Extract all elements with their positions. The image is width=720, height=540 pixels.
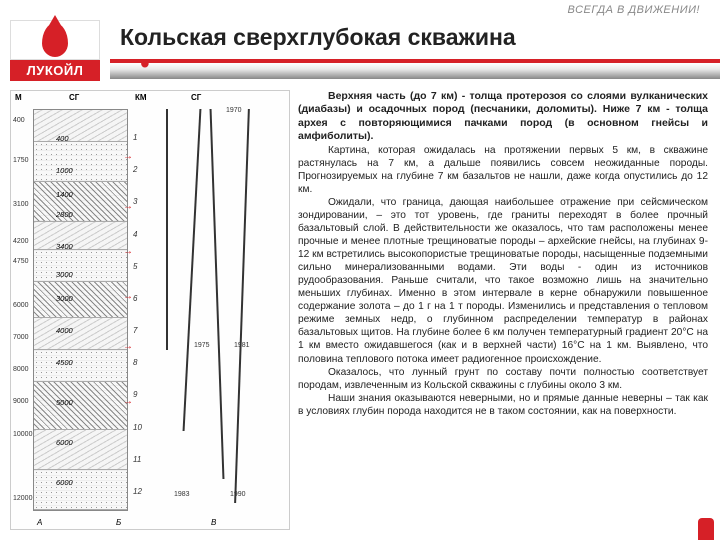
- sublabel: 3400: [56, 242, 73, 251]
- well-traces: 1970 1975 1981 1983 1990: [156, 109, 271, 511]
- year-label: 1970: [226, 107, 242, 114]
- km-label: 2: [133, 165, 137, 174]
- paragraph: Оказалось, что лунный грунт по составу п…: [298, 366, 708, 392]
- year-label: 1975: [194, 342, 210, 349]
- well-line: [166, 109, 168, 350]
- km-label: 3: [133, 197, 137, 206]
- logo-icon-area: [10, 20, 100, 60]
- logo-text: ЛУКОЙЛ: [10, 60, 100, 81]
- layer: [34, 430, 127, 470]
- year-label: 1983: [174, 491, 190, 498]
- sublabel: 3000: [56, 294, 73, 303]
- km-label: 5: [133, 262, 137, 271]
- depth-label: 10000: [13, 431, 32, 438]
- paragraph: Ожидали, что граница, дающая наибольшее …: [298, 196, 708, 366]
- depth-label: 6000: [13, 302, 29, 309]
- sublabel: 6000: [56, 478, 73, 487]
- sublabel: 5000: [56, 398, 73, 407]
- sublabel: 2800: [56, 210, 73, 219]
- layer: [34, 250, 127, 282]
- logo-block: ЛУКОЙЛ: [10, 20, 100, 81]
- content-area: М СГ КМ СГ 400 1750 3100 4200 4750 6000 …: [10, 90, 708, 532]
- depth-label: 4750: [13, 258, 29, 265]
- sublabel: 1000: [56, 166, 73, 175]
- km-label: 10: [133, 423, 142, 432]
- title-bar: Кольская сверхглубокая скважина: [110, 20, 720, 79]
- arrow-icon: →: [123, 201, 133, 212]
- paragraph: Картина, которая ожидалась на протяжении…: [298, 144, 708, 196]
- oil-drop-icon: [42, 23, 68, 57]
- year-label: 1981: [234, 342, 250, 349]
- km-label: 1: [133, 133, 137, 142]
- arrow-icon: →: [123, 291, 133, 302]
- col-header-sg2: СГ: [191, 93, 201, 102]
- sublabel: 4000: [56, 326, 73, 335]
- text-content: Верхняя часть (до 7 км) - толща протероз…: [298, 90, 708, 532]
- km-label: 7: [133, 326, 137, 335]
- depth-label: 9000: [13, 398, 29, 405]
- sublabel: 3000: [56, 270, 73, 279]
- layer: [34, 318, 127, 350]
- header: ЛУКОЙЛ Кольская сверхглубокая скважина: [0, 20, 720, 80]
- col-header-m: М: [15, 93, 22, 102]
- well-line: [210, 109, 224, 479]
- layer: [34, 182, 127, 222]
- sublabel: 1400: [56, 190, 73, 199]
- depth-label: 7000: [13, 334, 29, 341]
- depth-label: 12000: [13, 495, 32, 502]
- col-header-km: КМ: [135, 93, 147, 102]
- depth-scale-m: 400 1750 3100 4200 4750 6000 7000 8000 9…: [13, 109, 31, 511]
- km-label: 8: [133, 358, 137, 367]
- layer: [34, 350, 127, 382]
- arrow-icon: →: [123, 246, 133, 257]
- arrow-icon: →: [123, 396, 133, 407]
- gradient-bar: [110, 59, 720, 79]
- well-line: [234, 109, 249, 503]
- sublabel: 6000: [56, 438, 73, 447]
- lead-paragraph: Верхняя часть (до 7 км) - толща протероз…: [298, 90, 708, 144]
- sublabel: 4500: [56, 358, 73, 367]
- paragraph: Наши знания оказываются неверными, но и …: [298, 392, 708, 418]
- layer: [34, 282, 127, 318]
- col-header-sg1: СГ: [69, 93, 79, 102]
- depth-label: 8000: [13, 366, 29, 373]
- well-line: [183, 109, 201, 431]
- depth-label: 4200: [13, 238, 29, 245]
- year-label: 1990: [230, 491, 246, 498]
- depth-label: 1750: [13, 157, 29, 164]
- depth-label: 400: [13, 117, 25, 124]
- km-scale: 1 2 3 4 5 6 7 8 9 10 11 12: [133, 109, 153, 511]
- arrow-icon: →: [123, 341, 133, 352]
- axis-label-v: В: [211, 518, 216, 527]
- depth-label: 3100: [13, 201, 29, 208]
- layer: [34, 110, 127, 142]
- page-title: Кольская сверхглубокая скважина: [110, 20, 720, 59]
- km-label: 11: [133, 455, 141, 464]
- layer: [34, 222, 127, 250]
- axis-label-b: Б: [116, 518, 121, 527]
- arrow-icon: →: [123, 151, 133, 162]
- layer: [34, 470, 127, 510]
- layer: [34, 382, 127, 430]
- corner-accent: [698, 518, 714, 540]
- km-label: 4: [133, 230, 137, 239]
- axis-label-a: А: [37, 518, 42, 527]
- stratigraphy-diagram: М СГ КМ СГ 400 1750 3100 4200 4750 6000 …: [10, 90, 290, 530]
- sublabel: 400: [56, 134, 69, 143]
- slogan-text: ВСЕГДА В ДВИЖЕНИИ!: [567, 4, 700, 16]
- km-label: 9: [133, 390, 137, 399]
- km-label: 6: [133, 294, 137, 303]
- strat-column: 400 1000 1400 2800 3400 3000 3000 4000 4…: [33, 109, 128, 511]
- km-label: 12: [133, 487, 142, 496]
- layer: [34, 142, 127, 182]
